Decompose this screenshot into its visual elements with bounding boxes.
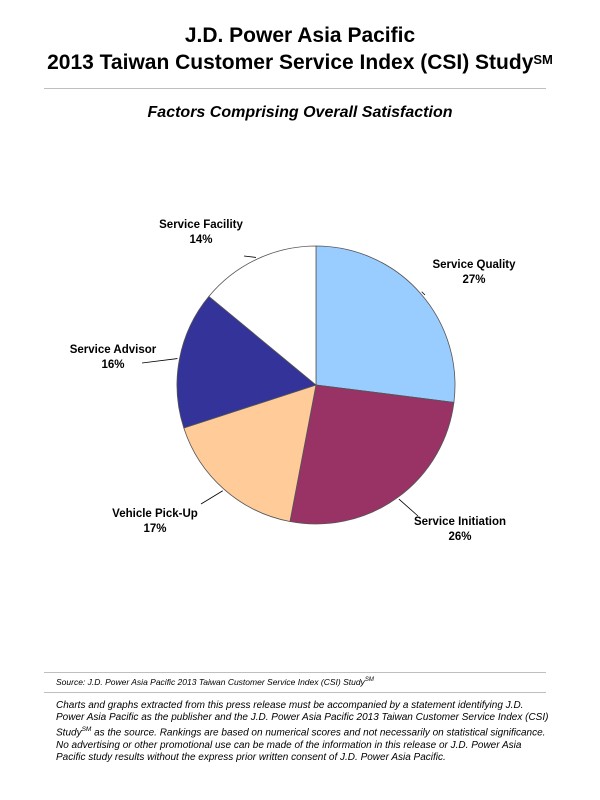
leader-line-service-quality [421, 291, 426, 296]
source-sup: SM [364, 677, 374, 684]
title-line-2: 2013 Taiwan Customer Service Index (CSI)… [0, 49, 600, 76]
source-text: Source: J.D. Power Asia Pacific 2013 Tai… [56, 677, 365, 687]
slice-value-service-advisor: 16% [101, 359, 124, 371]
slice-value-vehicle-pick-up: 17% [143, 523, 166, 535]
pie-slice-service-facility [208, 245, 317, 386]
title-sup: SM [533, 52, 553, 67]
slice-value-service-quality: 27% [462, 274, 485, 286]
slice-label-service-quality: Service Quality [432, 259, 516, 271]
pie-slice-service-quality [315, 245, 456, 403]
leader-line-service-initiation [398, 498, 419, 517]
pie-slice-service-advisor [176, 295, 317, 429]
footer-divider-top [44, 672, 546, 673]
header-divider [44, 88, 546, 89]
slice-label-service-facility: Service Facility [159, 219, 243, 231]
slice-label-service-advisor: Service Advisor [70, 344, 157, 356]
source-note: Source: J.D. Power Asia Pacific 2013 Tai… [56, 677, 374, 687]
page-header: J.D. Power Asia Pacific 2013 Taiwan Cust… [0, 22, 600, 76]
slice-value-service-facility: 14% [189, 234, 212, 246]
pie-slice-vehicle-pick-up [183, 384, 317, 523]
disclaimer-text-1: Charts and graphs extracted from this pr… [56, 700, 549, 739]
title-line-1: J.D. Power Asia Pacific [184, 24, 416, 47]
pie-slice-service-initiation [289, 384, 455, 525]
pie-labels: Service Quality 27% Service Initiation 26% V… [70, 219, 516, 543]
chart-title: Factors Comprising Overall Satisfaction [147, 104, 453, 121]
disclaimer-sup: SM [81, 726, 92, 734]
leader-line-service-facility [243, 255, 257, 258]
pie-leader-lines [141, 255, 426, 517]
leader-line-vehicle-pick-up [200, 490, 223, 505]
disclaimer: Charts and graphs extracted from this pr… [56, 700, 551, 764]
slice-label-service-initiation: Service Initiation [414, 516, 506, 528]
slice-value-service-initiation: 26% [448, 531, 471, 543]
pie-slices [176, 245, 456, 525]
disclaimer-text-2: as the source. Rankings are based on num… [56, 727, 546, 764]
title-line-2-text: 2013 Taiwan Customer Service Index (CSI)… [47, 51, 534, 74]
footer-divider-bottom [44, 692, 546, 693]
slice-label-vehicle-pick-up: Vehicle Pick-Up [112, 508, 198, 520]
leader-line-service-advisor [141, 358, 178, 364]
